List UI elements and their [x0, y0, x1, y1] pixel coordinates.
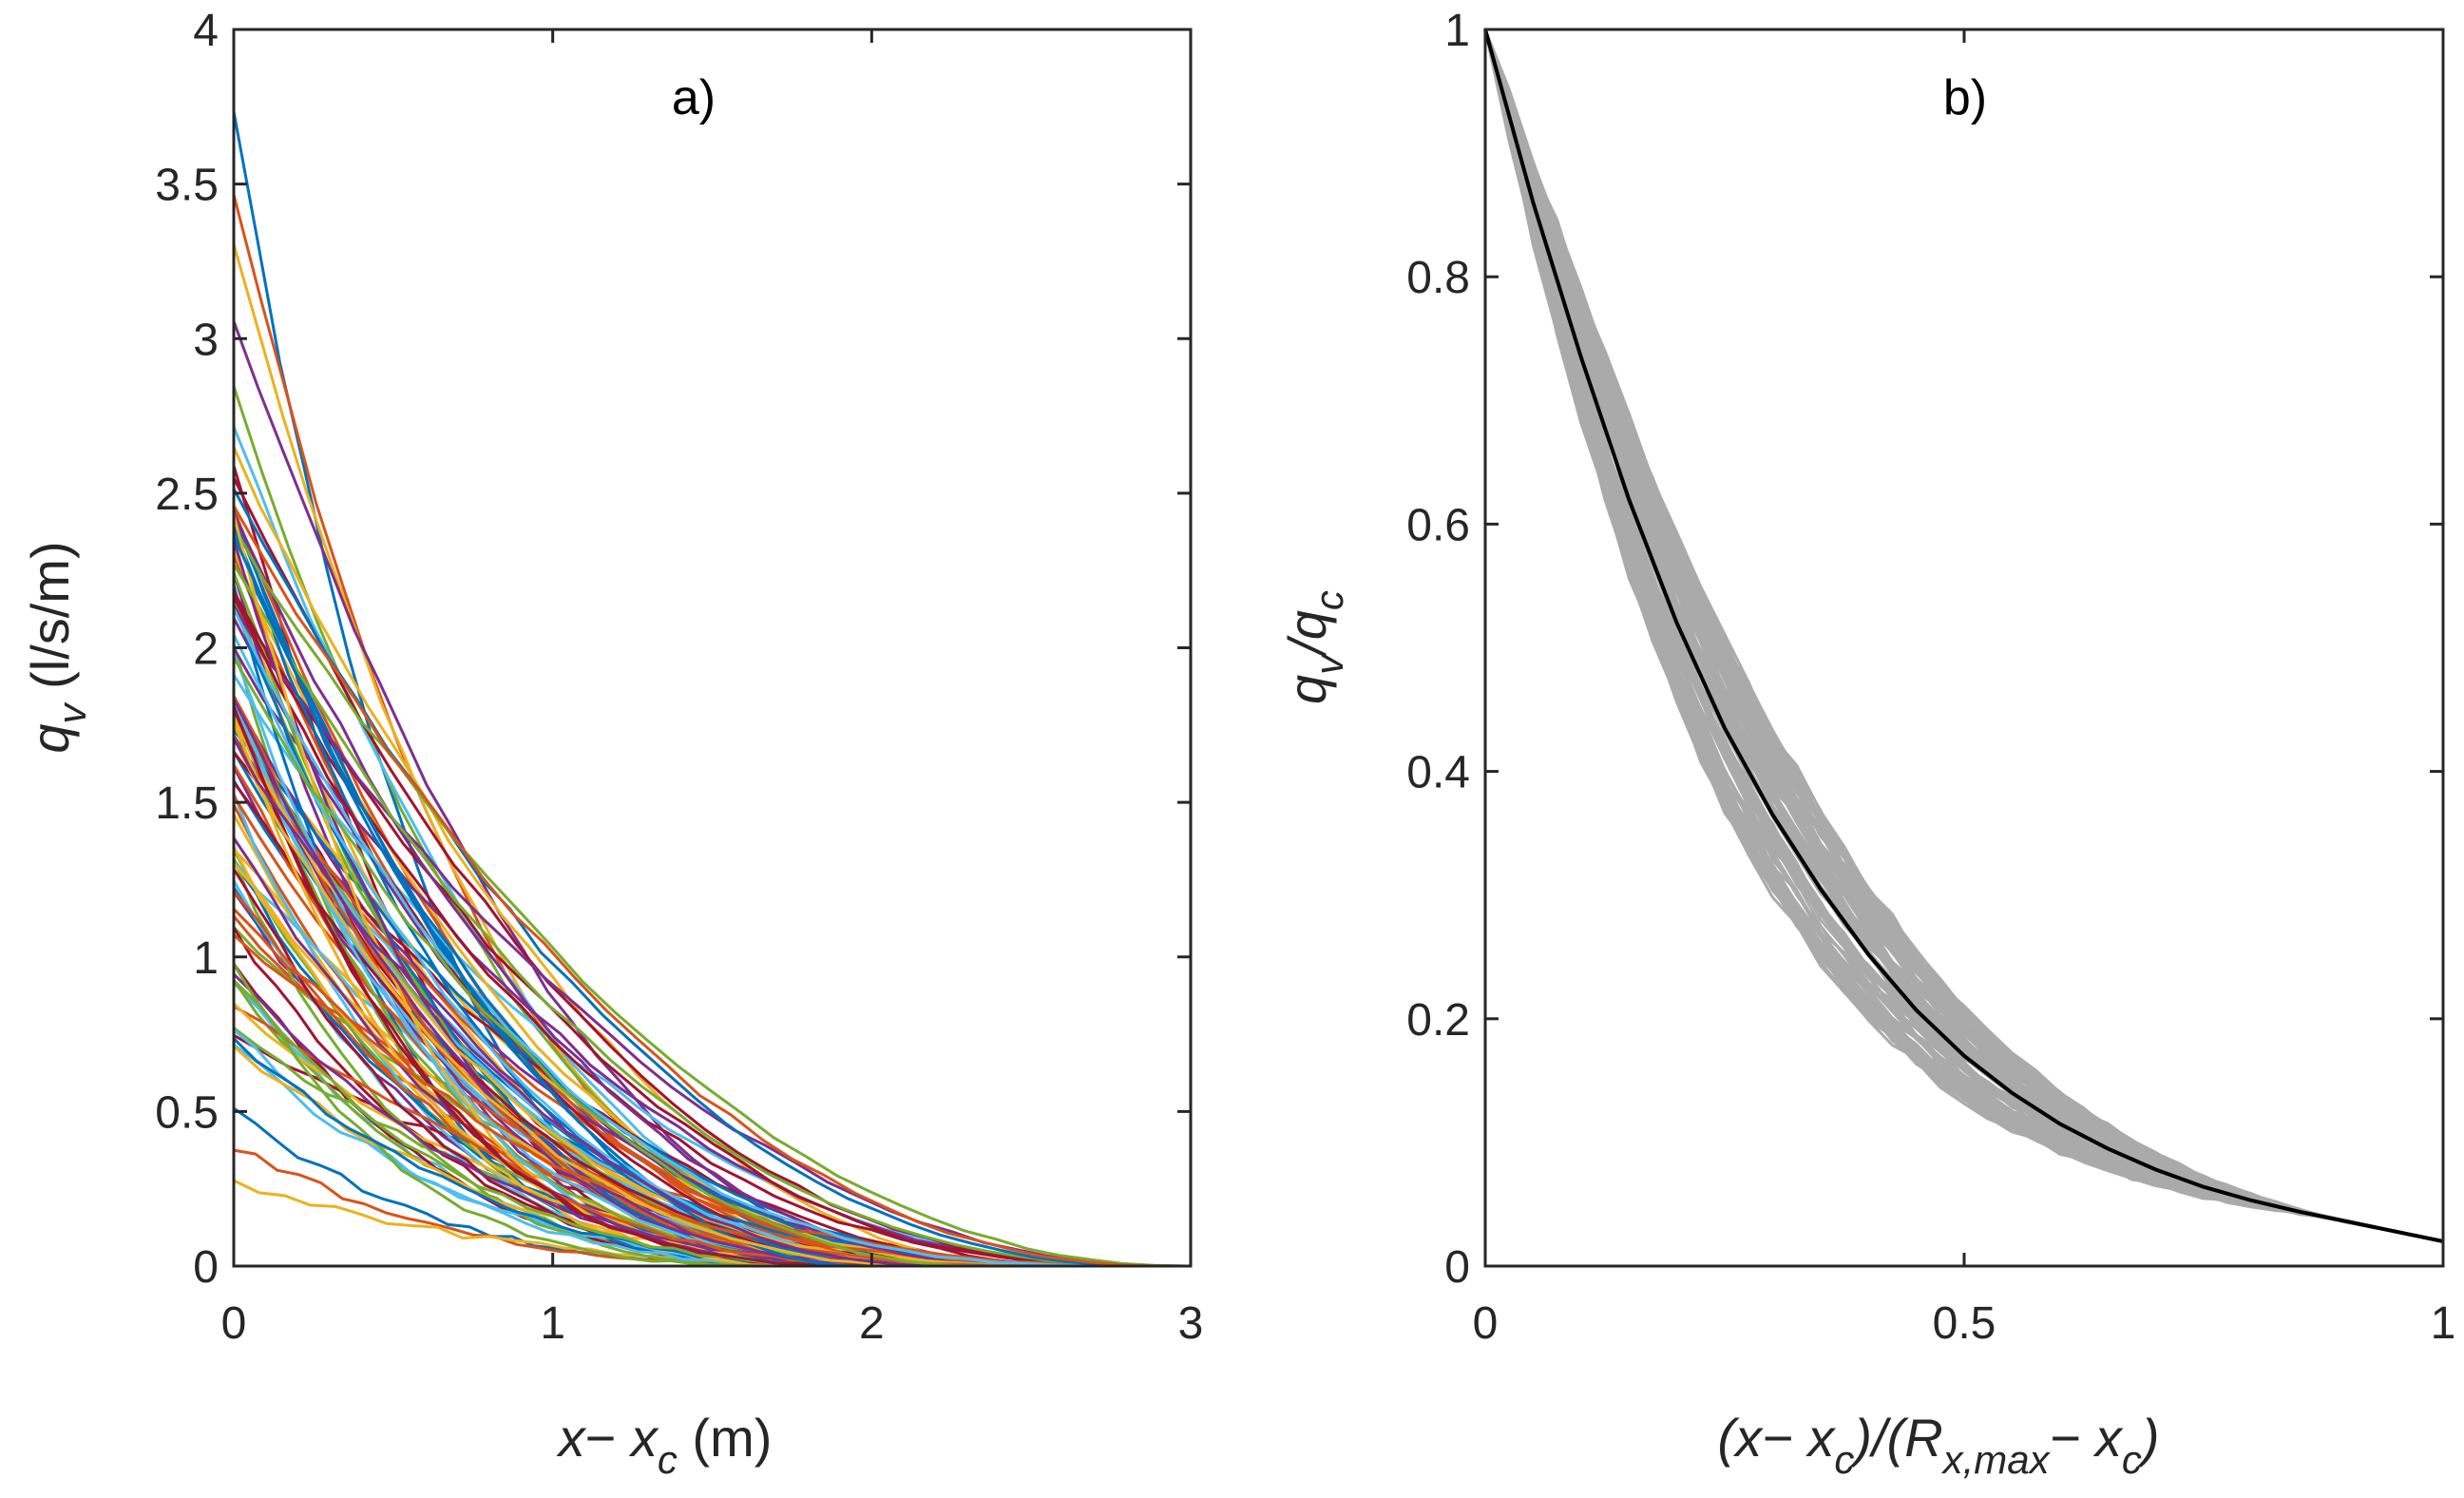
panel-b-ylabel: qv/qc — [1277, 590, 1351, 704]
profile-line — [232, 563, 1176, 1268]
p1-ytick-label: 1 — [1444, 6, 1470, 56]
panel-b: 0 0.5 1 0 0.2 0.4 0.6 0.8 1 b) (x− xc)/(Rx,max− … — [1277, 6, 2455, 1482]
p1-ytick-label: 0.8 — [1406, 253, 1470, 303]
p0-ytick-label: 2.5 — [155, 470, 219, 520]
p0-ytick-label: 4 — [193, 6, 219, 56]
panel-a-label: a) — [672, 70, 716, 125]
panel-b-xlabel: (x− xc)/(Rx,max− xc) — [1717, 1408, 2159, 1482]
p0-ytick-label: 1.5 — [155, 778, 219, 829]
p0-ytick-label: 0.5 — [155, 1087, 219, 1138]
panel-a-ticks: 0 1 2 3 0 0.5 1 1.5 2 2.5 3 3.5 4 — [155, 6, 1203, 1349]
p1-ytick-label: 0.2 — [1406, 995, 1470, 1046]
p0-ytick-label: 2 — [193, 624, 219, 675]
p1-ytick-label: 0.4 — [1406, 748, 1470, 798]
p1-xtick-label: 1 — [2431, 1298, 2456, 1349]
profile-line — [232, 446, 1041, 1268]
p0-xtick-label: 2 — [859, 1298, 885, 1349]
panel-a: 0 1 2 3 0 0.5 1 1.5 2 2.5 3 3.5 4 a) x− xc (m) qv (l… — [20, 6, 1203, 1482]
normalized-profile-line — [1483, 29, 2444, 1243]
p0-ytick-label: 0 — [193, 1242, 219, 1293]
profile-line — [232, 426, 1003, 1268]
profile-line — [232, 738, 947, 1268]
p0-ytick-label: 1 — [193, 933, 219, 984]
profile-line — [232, 737, 981, 1268]
profile-line — [232, 590, 1081, 1268]
profile-line — [232, 607, 1150, 1268]
panel-a-ylabel: qv (l/s/m) — [20, 541, 94, 753]
panel-b-ticks: 0 0.5 1 0 0.2 0.4 0.6 0.8 1 — [1406, 6, 2455, 1349]
p0-ytick-label: 3 — [193, 315, 219, 365]
panel-a-curves — [232, 111, 1189, 1268]
p0-xtick-label: 0 — [221, 1298, 247, 1349]
profile-line — [232, 657, 984, 1268]
profile-line — [232, 593, 1189, 1268]
p1-xtick-label: 0 — [1473, 1298, 1499, 1349]
p0-ytick-label: 3.5 — [155, 161, 219, 211]
panel-b-fit-curve — [1483, 29, 2444, 1243]
profile-line — [232, 535, 860, 1268]
panel-b-label: b) — [1943, 70, 1987, 125]
p1-ytick-label: 0 — [1444, 1242, 1470, 1293]
panel-a-xlabel: x− xc (m) — [556, 1408, 773, 1482]
profile-line — [232, 505, 1166, 1268]
p1-xtick-label: 0.5 — [1933, 1298, 1996, 1349]
p0-xtick-label: 3 — [1178, 1298, 1204, 1349]
profile-line — [232, 512, 1037, 1268]
p1-ytick-label: 0.6 — [1406, 500, 1470, 550]
normalized-profile-line — [1483, 29, 2444, 1243]
panel-b-gray-curves — [1483, 29, 2444, 1243]
p0-xtick-label: 1 — [540, 1298, 565, 1349]
